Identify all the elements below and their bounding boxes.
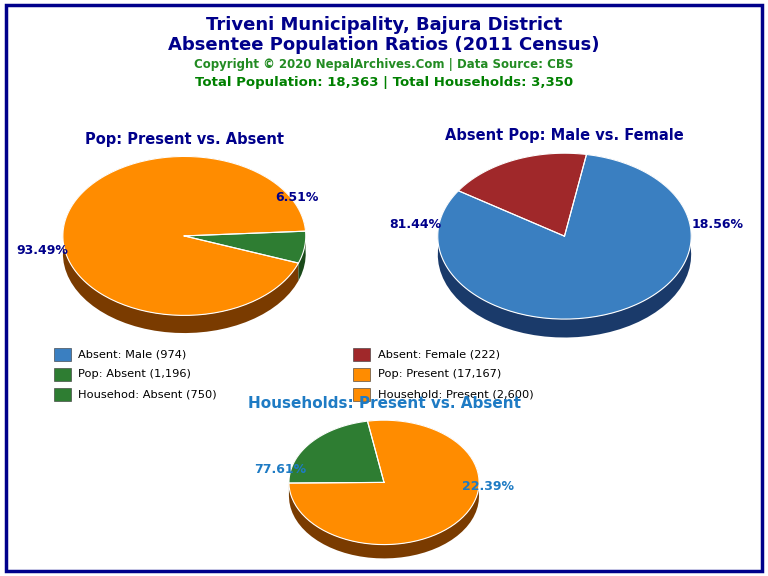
Text: Triveni Municipality, Bajura District: Triveni Municipality, Bajura District	[206, 16, 562, 35]
Text: Copyright © 2020 NepalArchives.Com | Data Source: CBS: Copyright © 2020 NepalArchives.Com | Dat…	[194, 58, 574, 71]
Text: 18.56%: 18.56%	[691, 218, 743, 231]
Text: 93.49%: 93.49%	[17, 244, 68, 257]
Text: Absent Pop: Male vs. Female: Absent Pop: Male vs. Female	[445, 128, 684, 143]
Polygon shape	[289, 421, 368, 497]
Polygon shape	[63, 157, 306, 333]
Text: 22.39%: 22.39%	[462, 480, 514, 493]
Text: Pop: Present (17,167): Pop: Present (17,167)	[378, 369, 501, 380]
Polygon shape	[438, 154, 691, 338]
Text: Absent: Female (222): Absent: Female (222)	[378, 349, 500, 359]
Text: Households: Present vs. Absent: Households: Present vs. Absent	[247, 396, 521, 411]
Polygon shape	[289, 420, 479, 558]
Polygon shape	[289, 420, 479, 544]
Polygon shape	[438, 154, 691, 319]
Text: 81.44%: 81.44%	[389, 218, 442, 231]
Text: 77.61%: 77.61%	[254, 463, 306, 476]
Polygon shape	[458, 153, 587, 236]
Text: Household: Present (2,600): Household: Present (2,600)	[378, 389, 534, 400]
Polygon shape	[184, 231, 306, 263]
Text: Househod: Absent (750): Househod: Absent (750)	[78, 389, 217, 400]
Polygon shape	[299, 231, 306, 281]
Text: Pop: Absent (1,196): Pop: Absent (1,196)	[78, 369, 191, 380]
Polygon shape	[63, 157, 306, 316]
Polygon shape	[289, 421, 384, 483]
Text: Absentee Population Ratios (2011 Census): Absentee Population Ratios (2011 Census)	[168, 36, 600, 54]
Text: Total Population: 18,363 | Total Households: 3,350: Total Population: 18,363 | Total Househo…	[195, 77, 573, 89]
Text: Pop: Present vs. Absent: Pop: Present vs. Absent	[84, 132, 284, 147]
Text: Absent: Male (974): Absent: Male (974)	[78, 349, 187, 359]
Text: 6.51%: 6.51%	[275, 191, 318, 204]
Polygon shape	[458, 153, 587, 209]
